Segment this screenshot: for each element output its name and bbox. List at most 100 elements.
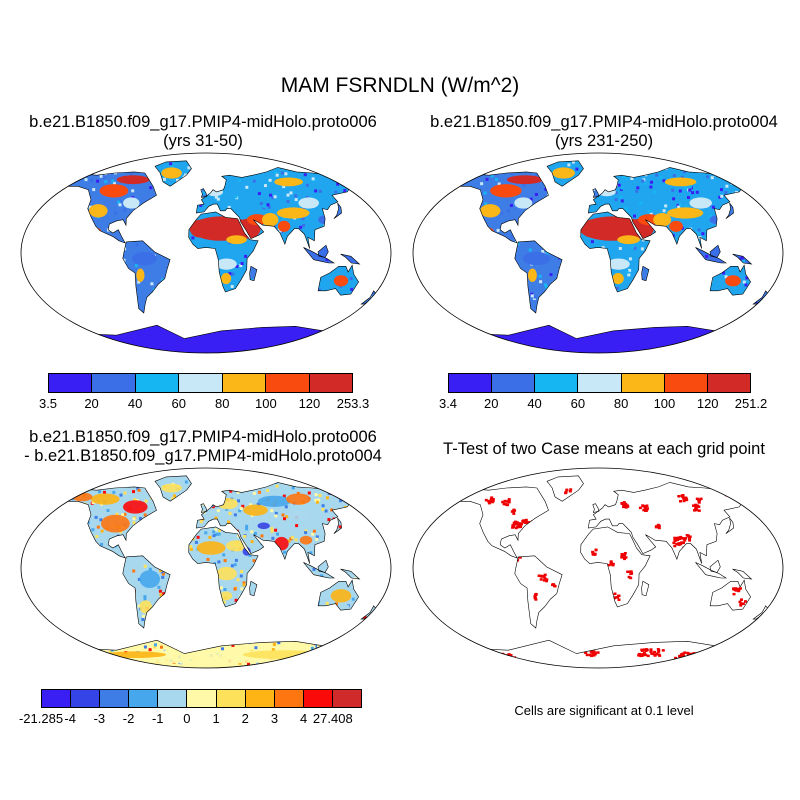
map-cell bbox=[84, 563, 88, 567]
map-cell bbox=[271, 567, 275, 571]
map-cell bbox=[690, 315, 694, 319]
map-cell bbox=[112, 181, 116, 185]
significant-cell bbox=[517, 523, 521, 527]
map-cell bbox=[269, 475, 273, 479]
map-cell bbox=[354, 291, 358, 295]
map-cell bbox=[238, 509, 242, 513]
map-cell bbox=[573, 208, 577, 211]
map-region bbox=[333, 275, 349, 287]
map-cell bbox=[587, 183, 591, 187]
map-cell bbox=[665, 273, 669, 277]
coastline-madagascar bbox=[249, 265, 258, 282]
map-cell bbox=[233, 563, 237, 567]
map-cell bbox=[114, 570, 118, 573]
map-cell bbox=[255, 161, 259, 165]
coastline-uk bbox=[200, 503, 208, 513]
map-cell bbox=[705, 254, 709, 258]
map-top-right bbox=[412, 152, 784, 354]
map-cell bbox=[53, 191, 56, 194]
map-cell bbox=[331, 580, 335, 584]
map-cell bbox=[365, 582, 369, 586]
map-cell bbox=[69, 294, 73, 298]
map-cell bbox=[181, 646, 185, 650]
map-cell bbox=[143, 597, 147, 601]
map-cell bbox=[329, 535, 333, 539]
map-cell bbox=[32, 588, 35, 591]
map-cell bbox=[566, 199, 570, 203]
map-cell bbox=[686, 304, 690, 308]
landmass-japan bbox=[725, 203, 734, 219]
map-cell bbox=[669, 308, 673, 312]
map-cell bbox=[126, 304, 130, 308]
map-cell bbox=[459, 314, 463, 318]
map-cell bbox=[538, 205, 542, 209]
significant-cell bbox=[534, 592, 538, 596]
map-cell bbox=[32, 261, 35, 264]
map-cell bbox=[430, 225, 433, 228]
map-cell bbox=[136, 487, 140, 491]
map-cell bbox=[172, 618, 176, 622]
map-region bbox=[161, 167, 182, 179]
map-cell bbox=[336, 609, 339, 613]
map-cell bbox=[82, 518, 86, 522]
map-cell bbox=[92, 188, 96, 192]
map-cell bbox=[293, 482, 297, 486]
map-cell bbox=[703, 160, 707, 163]
map-cell bbox=[335, 617, 339, 621]
map-cell bbox=[186, 519, 190, 523]
landmass-newZealand bbox=[361, 290, 378, 305]
map-cell bbox=[302, 620, 306, 624]
map-cell bbox=[197, 599, 201, 603]
map-cell bbox=[650, 180, 653, 184]
map-cell bbox=[544, 211, 548, 215]
map-cell bbox=[250, 530, 254, 534]
map-cell bbox=[708, 297, 712, 301]
colorbar-bottom-left-label: -2 bbox=[122, 711, 135, 726]
significant-cell bbox=[695, 508, 699, 511]
map-cell bbox=[472, 242, 475, 246]
map-cell bbox=[239, 574, 243, 578]
map-cell bbox=[208, 535, 212, 539]
map-cell bbox=[282, 636, 286, 640]
map-cell bbox=[290, 615, 294, 619]
significant-cell bbox=[682, 499, 686, 503]
map-cell bbox=[340, 642, 344, 646]
map-cell bbox=[143, 645, 147, 649]
significant-cell bbox=[545, 578, 549, 581]
map-cell bbox=[337, 568, 340, 571]
map-cell bbox=[444, 233, 447, 236]
map-cell bbox=[87, 198, 91, 202]
map-cell bbox=[457, 279, 459, 283]
map-cell bbox=[78, 504, 82, 508]
map-cell bbox=[163, 621, 167, 625]
map-cell bbox=[566, 247, 569, 251]
significant-cell bbox=[629, 570, 632, 573]
map-cell bbox=[32, 278, 35, 281]
map-cell bbox=[363, 604, 367, 608]
map-cell bbox=[156, 487, 160, 490]
map-cell bbox=[547, 307, 551, 311]
map-cell bbox=[235, 308, 239, 312]
map-cell bbox=[644, 294, 648, 298]
map-cell bbox=[373, 267, 377, 271]
coastline-madagascar bbox=[641, 265, 650, 282]
map-cell bbox=[336, 182, 340, 186]
map-cell bbox=[205, 211, 209, 215]
map-cell bbox=[754, 210, 758, 214]
map-cell bbox=[61, 625, 64, 628]
map-cell bbox=[623, 314, 627, 318]
map-cell bbox=[117, 200, 121, 204]
map-cell bbox=[71, 201, 75, 205]
map-cell bbox=[283, 517, 286, 521]
map-cell bbox=[113, 299, 117, 303]
map-cell bbox=[659, 249, 663, 253]
map-cell bbox=[262, 204, 266, 208]
map-cell bbox=[295, 524, 299, 528]
map-cell bbox=[696, 231, 700, 235]
map-cell bbox=[381, 277, 384, 280]
map-cell bbox=[335, 168, 339, 172]
map-cell bbox=[46, 586, 49, 589]
map-cell bbox=[569, 311, 573, 314]
map-cell bbox=[146, 614, 150, 618]
map-cell bbox=[240, 570, 244, 573]
